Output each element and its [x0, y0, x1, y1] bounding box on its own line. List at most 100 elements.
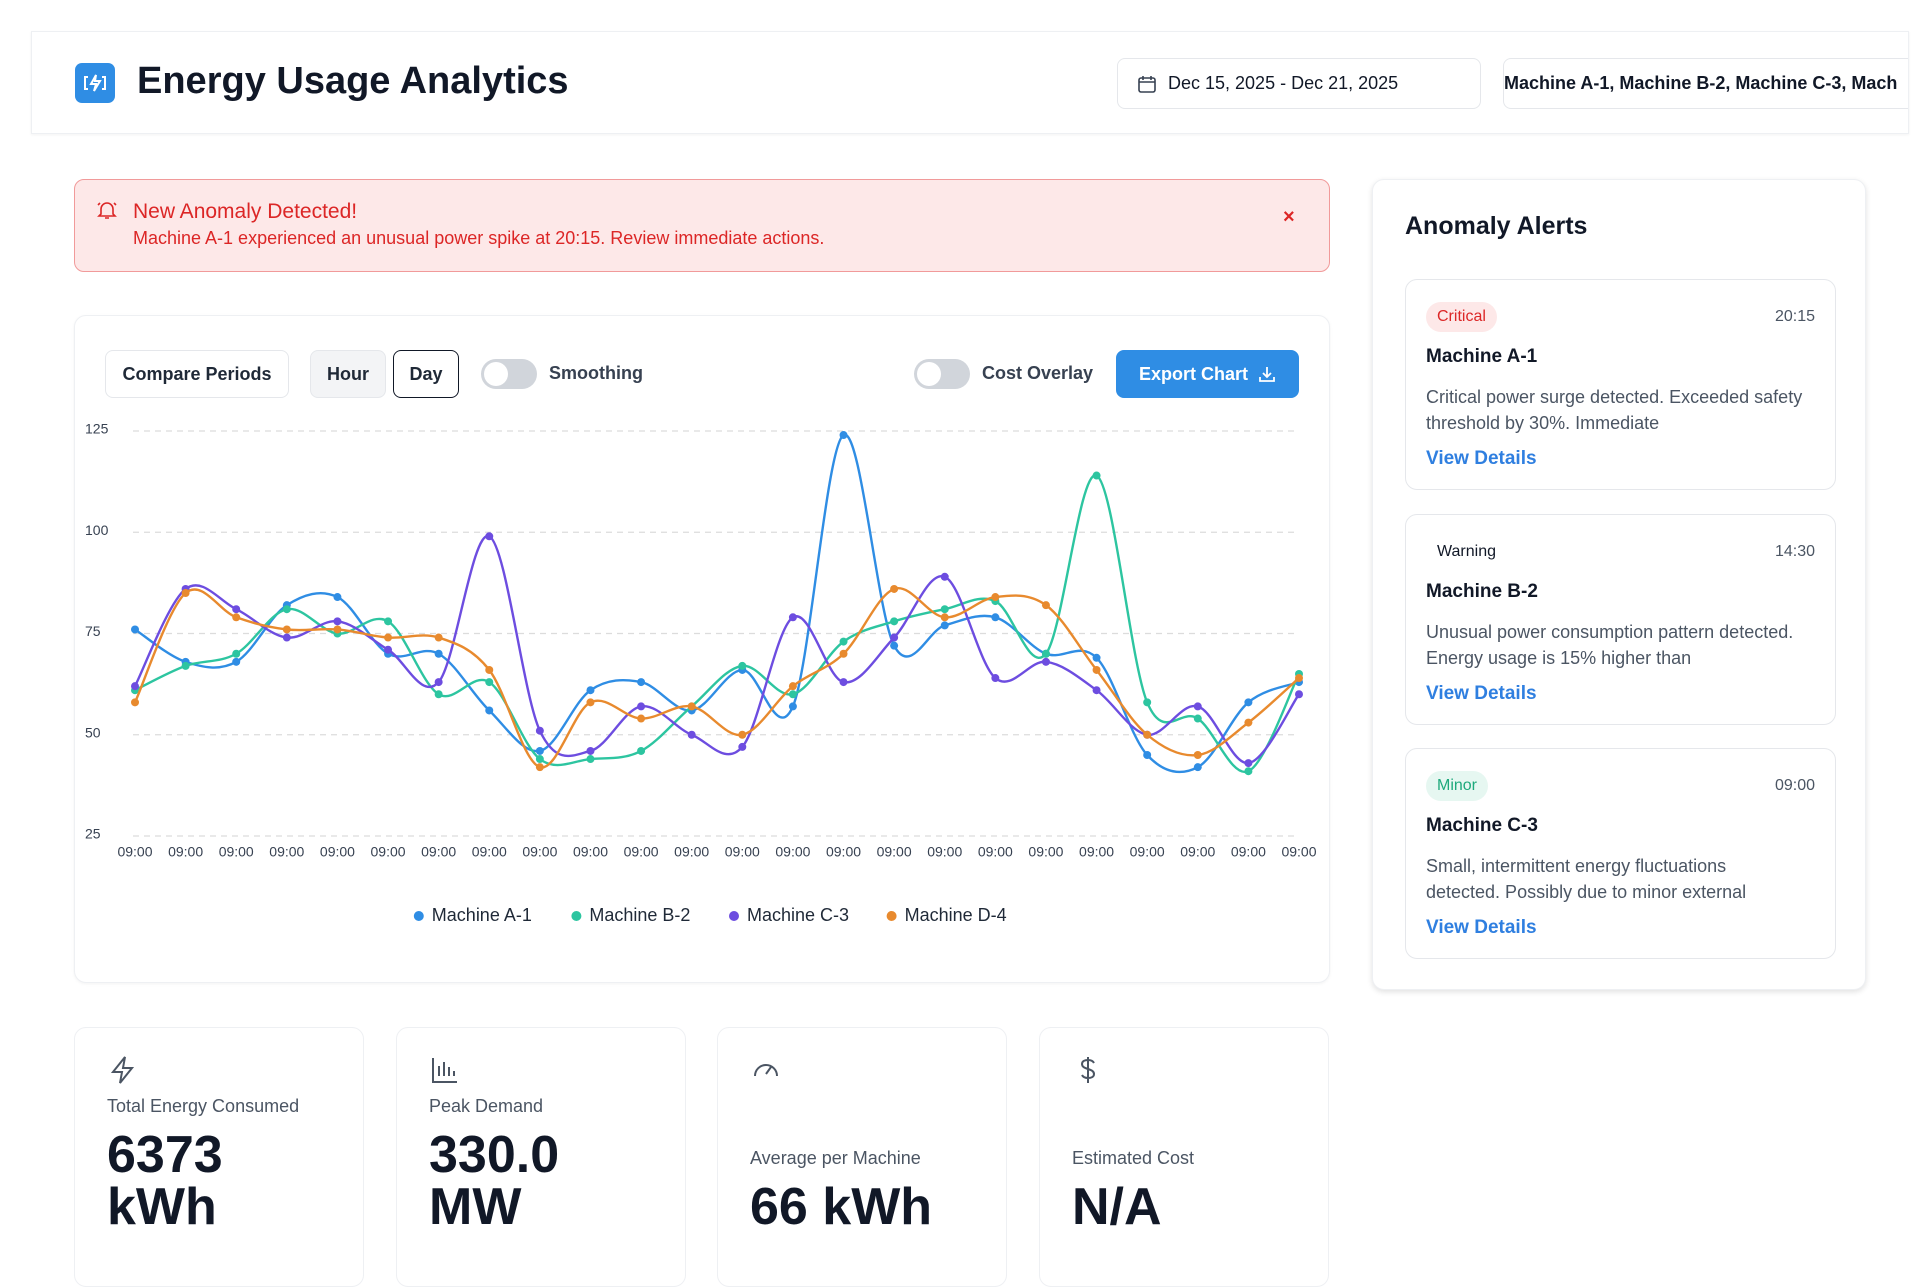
alert-machine: Machine C-3: [1426, 815, 1538, 836]
data-point: [940, 605, 949, 614]
data-point: [1193, 763, 1202, 772]
legend-marker: [886, 911, 897, 921]
day-button[interactable]: Day: [393, 350, 459, 398]
view-details-link[interactable]: View Details: [1426, 917, 1537, 938]
data-point: [1092, 471, 1101, 480]
data-point: [586, 746, 595, 755]
machine-select[interactable]: Machine A-1, Machine B-2, Machine C-3, M…: [1503, 58, 1908, 109]
stat-icon: [110, 1056, 135, 1084]
x-tick-label: 09:00: [1231, 844, 1266, 860]
data-point: [131, 682, 139, 691]
x-tick-label: 09:00: [1281, 844, 1316, 860]
stat-body: Total Energy Consumed 6373 kWh: [107, 1094, 331, 1233]
stat-icon: [1080, 1057, 1096, 1083]
legend-label: Machine C-3: [747, 905, 849, 925]
x-tick-label: 09:00: [269, 844, 304, 860]
data-point: [232, 649, 241, 658]
data-point: [535, 763, 544, 772]
series-line: [134, 474, 1301, 774]
close-button[interactable]: ×: [1283, 206, 1295, 228]
view-details-link[interactable]: View Details: [1426, 683, 1537, 704]
alert-description: Critical power surge detected. Exceeded …: [1426, 387, 1803, 433]
y-tick-label: 125: [85, 421, 109, 437]
data-point: [687, 730, 696, 739]
alert-description: Unusual power consumption pattern detect…: [1426, 622, 1794, 668]
smoothing-toggle[interactable]: [481, 359, 537, 389]
stat-label: Peak Demand: [429, 1096, 544, 1116]
y-tick-label: 25: [85, 826, 101, 842]
export-button[interactable]: Export Chart: [1116, 350, 1299, 398]
data-point: [181, 661, 190, 670]
data-point: [181, 589, 190, 597]
compare-button[interactable]: Compare Periods: [105, 350, 289, 398]
cost-toggle[interactable]: [914, 359, 970, 389]
x-tick-label: 09:00: [219, 844, 254, 860]
app-icon: [75, 63, 115, 103]
bell-icon: [97, 202, 117, 219]
alert-description: Small, intermittent energy fluctuations …: [1426, 856, 1747, 902]
data-point: [434, 633, 443, 642]
x-tick-label: 09:00: [624, 844, 659, 860]
data-point: [1193, 751, 1202, 759]
data-point: [333, 625, 342, 634]
data-point: [434, 690, 443, 699]
severity-badge: Critical: [1426, 302, 1497, 332]
data-point: [535, 746, 544, 755]
data-point: [1244, 759, 1253, 768]
data-point: [1295, 674, 1303, 683]
data-point: [535, 755, 544, 764]
hour-button[interactable]: Hour: [310, 350, 386, 398]
x-tick-label: 09:00: [371, 844, 406, 860]
stat-icon: [754, 1064, 778, 1077]
data-point: [890, 641, 899, 650]
date-picker[interactable]: Dec 15, 2025 - Dec 21, 2025: [1117, 58, 1481, 109]
severity-badge: Minor: [1426, 771, 1489, 801]
data-point: [282, 633, 291, 642]
data-point: [1193, 702, 1202, 711]
data-point: [1143, 751, 1152, 759]
data-point: [738, 730, 747, 739]
data-point: [788, 702, 797, 711]
x-tick-label: 09:00: [117, 844, 152, 860]
alert-time: 14:30: [1774, 543, 1815, 560]
data-point: [1244, 718, 1253, 727]
x-tick-label: 09:00: [1079, 844, 1114, 860]
view-details-link[interactable]: View Details: [1426, 448, 1537, 469]
data-point: [333, 617, 342, 626]
stat-body: Average per Machine 66 kWh: [750, 1094, 974, 1233]
x-tick-label: 09:00: [1028, 844, 1063, 860]
header: Energy Usage Analytics Dec 15, 2025 - De…: [31, 31, 1909, 134]
data-point: [1092, 686, 1101, 695]
stat-value: 330.0 MW: [429, 1126, 560, 1236]
data-point: [991, 613, 1000, 622]
alert-machine: Machine B-2: [1426, 581, 1538, 602]
data-point: [637, 678, 646, 687]
x-tick-label: 09:00: [320, 844, 355, 860]
x-tick-label: 09:00: [826, 844, 861, 860]
stat-body: Peak Demand 330.0 MW: [429, 1094, 653, 1233]
data-point: [1193, 714, 1202, 723]
data-point: [586, 686, 595, 695]
data-point: [788, 690, 797, 699]
data-point: [1143, 730, 1152, 739]
stat-value: 6373 kWh: [107, 1126, 223, 1236]
x-tick-label: 09:00: [877, 844, 912, 860]
y-tick-label: 100: [85, 522, 109, 538]
data-point: [282, 605, 291, 614]
stat-card: Estimated Cost N/A: [1039, 1027, 1329, 1287]
data-point: [1041, 601, 1050, 610]
alert-banner: New Anomaly Detected! Machine A-1 experi…: [74, 179, 1330, 272]
stat-card: Peak Demand 330.0 MW: [396, 1027, 686, 1287]
data-point: [637, 746, 646, 755]
legend-marker: [729, 911, 739, 921]
data-point: [839, 678, 848, 687]
data-point: [738, 742, 747, 751]
x-tick-label: 09:00: [674, 844, 709, 860]
x-tick-label: 09:00: [927, 844, 962, 860]
stat-label: Total Energy Consumed: [107, 1096, 300, 1116]
calendar-icon: [1138, 75, 1156, 93]
data-point: [940, 613, 949, 622]
data-point: [738, 661, 747, 670]
data-point: [384, 617, 393, 626]
page-title: Energy Usage Analytics: [137, 60, 569, 102]
